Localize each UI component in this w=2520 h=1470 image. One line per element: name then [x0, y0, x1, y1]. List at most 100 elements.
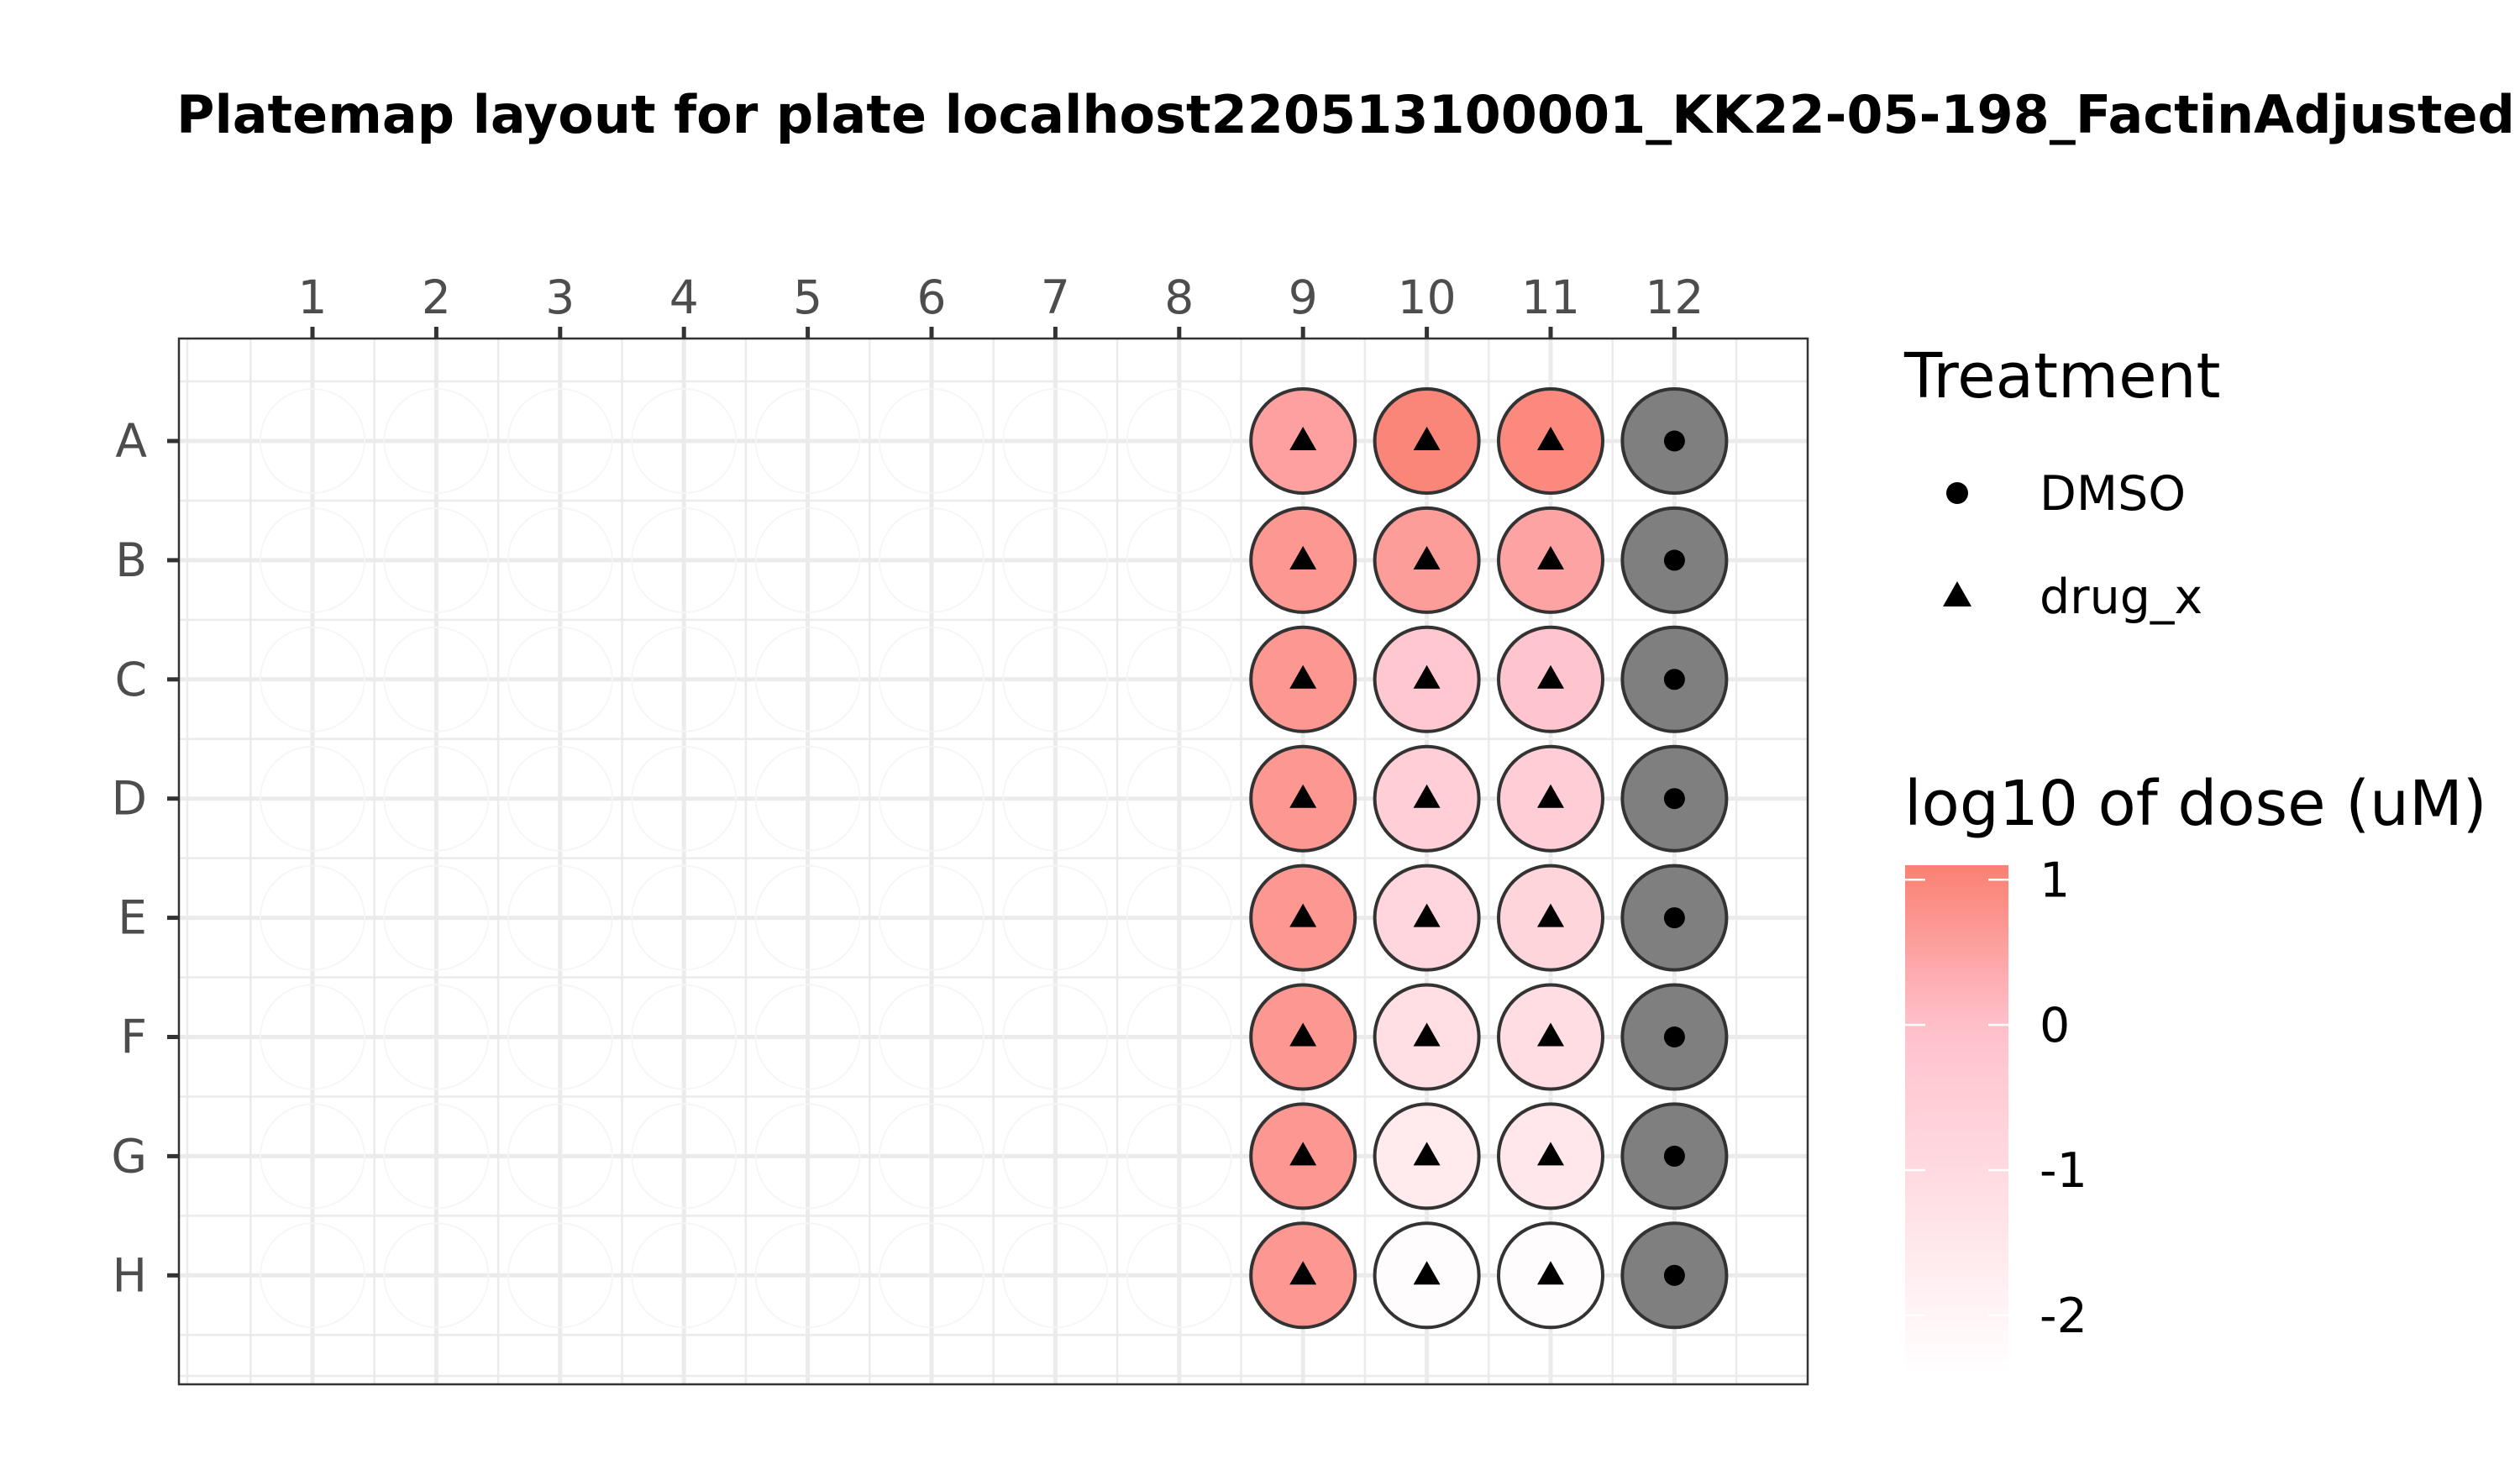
empty-well: [383, 626, 490, 732]
empty-well: [1002, 1222, 1109, 1329]
empty-well: [754, 864, 861, 971]
empty-well: [507, 984, 613, 1090]
legend-treatment-title: Treatment: [1903, 340, 2221, 412]
row-label-B: B: [115, 533, 147, 587]
column-label-11: 11: [1521, 270, 1580, 324]
dmso-marker: [1663, 549, 1685, 571]
empty-well: [1126, 984, 1232, 1090]
drug-marker: [1289, 903, 1317, 927]
empty-well: [879, 864, 984, 971]
empty-well: [1126, 745, 1232, 852]
empty-well: [507, 388, 613, 494]
empty-well: [631, 507, 738, 613]
drug-marker: [1289, 664, 1317, 689]
empty-well: [879, 388, 984, 494]
empty-well: [383, 1103, 490, 1210]
empty-well: [1002, 388, 1109, 494]
empty-well: [507, 1222, 613, 1329]
colorbar-label: 1: [2040, 853, 2070, 908]
row-label-D: D: [112, 772, 147, 826]
empty-well: [1002, 1103, 1109, 1210]
row-label-G: G: [111, 1129, 147, 1183]
dmso-marker: [1663, 1264, 1685, 1286]
dmso-marker: [1663, 1145, 1685, 1167]
drug-marker: [1537, 664, 1564, 689]
empty-well: [631, 864, 738, 971]
empty-well: [631, 1222, 738, 1329]
drug-marker: [1537, 1022, 1564, 1047]
empty-well: [383, 1222, 490, 1329]
empty-well: [631, 1103, 738, 1210]
empty-well: [260, 388, 365, 494]
column-label-8: 8: [1164, 270, 1194, 324]
column-label-3: 3: [545, 270, 575, 324]
drug-marker: [1537, 1142, 1564, 1166]
empty-well: [879, 626, 984, 732]
empty-well: [507, 626, 613, 732]
empty-well: [1002, 507, 1109, 613]
empty-well: [1002, 626, 1109, 732]
empty-well: [383, 388, 490, 494]
empty-well: [507, 1103, 613, 1210]
drug-marker: [1537, 1261, 1564, 1285]
panel-border: [177, 337, 1809, 1386]
colorbar-label: 0: [2040, 998, 2070, 1053]
dmso-marker: [1663, 669, 1685, 690]
empty-well: [260, 626, 365, 732]
empty-well: [631, 388, 738, 494]
dmso-marker: [1663, 788, 1685, 810]
row-label-A: A: [115, 414, 147, 468]
drug-marker: [1289, 1142, 1317, 1166]
empty-well: [260, 864, 365, 971]
column-label-4: 4: [669, 270, 699, 324]
colorbar-label: -1: [2040, 1143, 2087, 1199]
empty-well: [1002, 864, 1109, 971]
empty-well: [879, 745, 984, 852]
empty-well: [260, 745, 365, 852]
drug-marker: [1413, 427, 1441, 450]
column-label-1: 1: [298, 270, 328, 324]
empty-well: [260, 984, 365, 1090]
drug-marker: [1413, 1022, 1441, 1047]
empty-well: [754, 984, 861, 1090]
empty-well: [754, 507, 861, 613]
legend-drug-marker: [1943, 581, 1971, 606]
column-label-7: 7: [1041, 270, 1070, 324]
drug-marker: [1289, 784, 1317, 808]
column-label-9: 9: [1289, 270, 1318, 324]
empty-well: [260, 507, 365, 613]
empty-well: [879, 507, 984, 613]
legend-item-DMSO: DMSO: [2040, 466, 2186, 522]
drug-marker: [1413, 545, 1441, 570]
column-label-10: 10: [1398, 270, 1457, 324]
dmso-marker: [1663, 907, 1685, 929]
empty-well: [1126, 864, 1232, 971]
empty-well: [383, 507, 490, 613]
drug-marker: [1289, 1261, 1317, 1285]
empty-well: [1126, 507, 1232, 613]
legend-dmso-marker: [1946, 482, 1968, 504]
drug-marker: [1413, 1261, 1441, 1285]
empty-well: [507, 745, 613, 852]
column-label-5: 5: [793, 270, 822, 324]
drug-marker: [1413, 784, 1441, 808]
row-label-F: F: [120, 1011, 147, 1064]
empty-well: [754, 388, 861, 494]
drug-marker: [1289, 545, 1317, 570]
empty-well: [879, 1222, 984, 1329]
empty-well: [383, 864, 490, 971]
drug-marker: [1537, 427, 1564, 450]
row-label-H: H: [113, 1248, 147, 1302]
empty-well: [631, 745, 738, 852]
empty-wells: [260, 388, 1232, 1329]
drug-marker: [1413, 664, 1441, 689]
column-label-6: 6: [917, 270, 947, 324]
legend-item-drug_x: drug_x: [2040, 570, 2202, 625]
empty-well: [754, 1103, 861, 1210]
empty-well: [260, 1103, 365, 1210]
empty-well: [260, 1222, 365, 1329]
empty-well: [879, 1103, 984, 1210]
empty-well: [631, 626, 738, 732]
column-label-2: 2: [422, 270, 451, 324]
